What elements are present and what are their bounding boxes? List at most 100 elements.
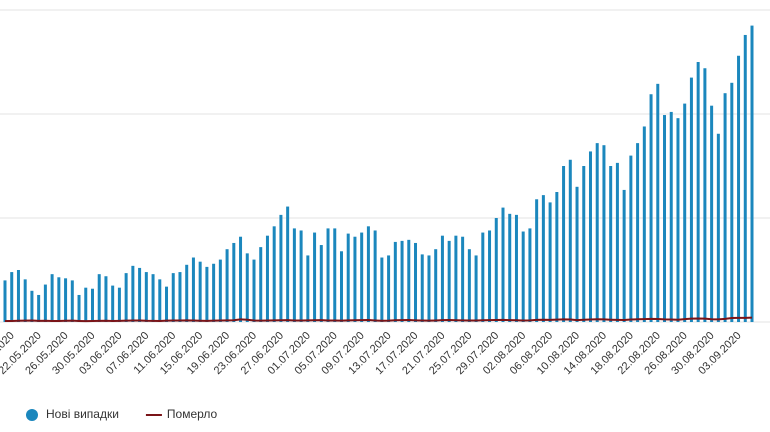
bar bbox=[279, 214, 283, 322]
bar bbox=[541, 195, 545, 322]
bar bbox=[508, 213, 512, 322]
legend-label: Померло bbox=[167, 407, 218, 421]
bar bbox=[50, 274, 54, 322]
bar bbox=[326, 228, 330, 322]
bar bbox=[292, 228, 296, 322]
bar bbox=[339, 251, 343, 322]
legend-label: Нові випадки bbox=[46, 407, 119, 421]
bar bbox=[117, 287, 121, 322]
bar bbox=[165, 286, 169, 322]
bar bbox=[407, 239, 411, 322]
bar bbox=[440, 235, 444, 322]
bar bbox=[198, 261, 202, 322]
legend-swatch bbox=[26, 409, 38, 421]
bar bbox=[521, 231, 525, 322]
bar bbox=[582, 166, 586, 322]
bar bbox=[562, 166, 566, 322]
bar bbox=[387, 255, 391, 322]
bar bbox=[218, 259, 222, 322]
grid bbox=[0, 9, 770, 323]
bar bbox=[474, 255, 478, 322]
bar bbox=[750, 25, 754, 322]
bar bbox=[588, 151, 592, 322]
bar bbox=[225, 249, 229, 322]
bar bbox=[501, 207, 505, 322]
bar bbox=[90, 288, 94, 322]
bar bbox=[454, 235, 458, 322]
bar bbox=[481, 232, 485, 322]
bar bbox=[629, 155, 633, 322]
bar bbox=[313, 232, 317, 322]
bar bbox=[467, 249, 471, 322]
line bbox=[4, 316, 753, 323]
bar bbox=[319, 245, 323, 322]
bar bbox=[286, 206, 290, 322]
bar bbox=[272, 226, 276, 322]
bar bbox=[104, 276, 108, 322]
bar bbox=[535, 199, 539, 322]
bar bbox=[514, 214, 518, 322]
bar bbox=[178, 272, 182, 322]
bar bbox=[259, 247, 263, 322]
bar bbox=[57, 277, 61, 322]
bar bbox=[191, 257, 195, 322]
bar bbox=[568, 159, 572, 322]
bar bbox=[710, 105, 714, 323]
bar bbox=[555, 192, 559, 322]
bar bbox=[265, 235, 269, 322]
bar bbox=[622, 189, 626, 322]
bar bbox=[602, 145, 606, 322]
bar bbox=[353, 236, 357, 322]
bars bbox=[3, 25, 754, 323]
bar bbox=[703, 68, 707, 323]
x-axis-labels: 18.05.202022.05.202026.05.202030.05.2020… bbox=[0, 330, 744, 377]
bar bbox=[743, 34, 747, 323]
bar bbox=[37, 294, 41, 322]
bar bbox=[10, 272, 14, 322]
bar bbox=[615, 162, 619, 322]
bar bbox=[30, 290, 34, 322]
bar bbox=[3, 280, 7, 322]
bar bbox=[461, 236, 465, 322]
bar bbox=[23, 279, 27, 322]
bar bbox=[360, 232, 364, 322]
bar bbox=[696, 62, 700, 322]
bar bbox=[548, 202, 552, 322]
legend: Нові випадки Померло bbox=[26, 407, 218, 421]
bar bbox=[185, 264, 189, 322]
bar bbox=[232, 242, 236, 322]
bar bbox=[151, 274, 155, 322]
bar bbox=[373, 230, 377, 322]
bar bbox=[434, 249, 438, 322]
bar bbox=[111, 285, 115, 322]
bar bbox=[144, 272, 148, 322]
bar bbox=[245, 253, 249, 322]
bar bbox=[124, 273, 128, 322]
bar bbox=[447, 240, 451, 322]
bar bbox=[642, 126, 646, 322]
bar bbox=[346, 233, 350, 322]
bar bbox=[595, 143, 599, 322]
bar bbox=[171, 273, 175, 322]
bar bbox=[488, 230, 492, 322]
bar bbox=[528, 228, 532, 322]
bar bbox=[716, 133, 720, 322]
bar bbox=[16, 270, 20, 322]
bar bbox=[380, 257, 384, 322]
bar bbox=[494, 218, 498, 322]
bar bbox=[609, 166, 613, 322]
bar bbox=[158, 279, 162, 322]
bar bbox=[427, 255, 431, 322]
bar bbox=[737, 55, 741, 322]
bar bbox=[663, 115, 667, 322]
bar bbox=[649, 94, 653, 323]
bar bbox=[689, 77, 693, 322]
bar bbox=[205, 266, 209, 322]
bar bbox=[138, 267, 142, 322]
bar bbox=[77, 294, 81, 322]
bar bbox=[636, 143, 640, 322]
bar bbox=[43, 284, 47, 322]
bar bbox=[252, 259, 256, 322]
bar bbox=[70, 280, 74, 322]
